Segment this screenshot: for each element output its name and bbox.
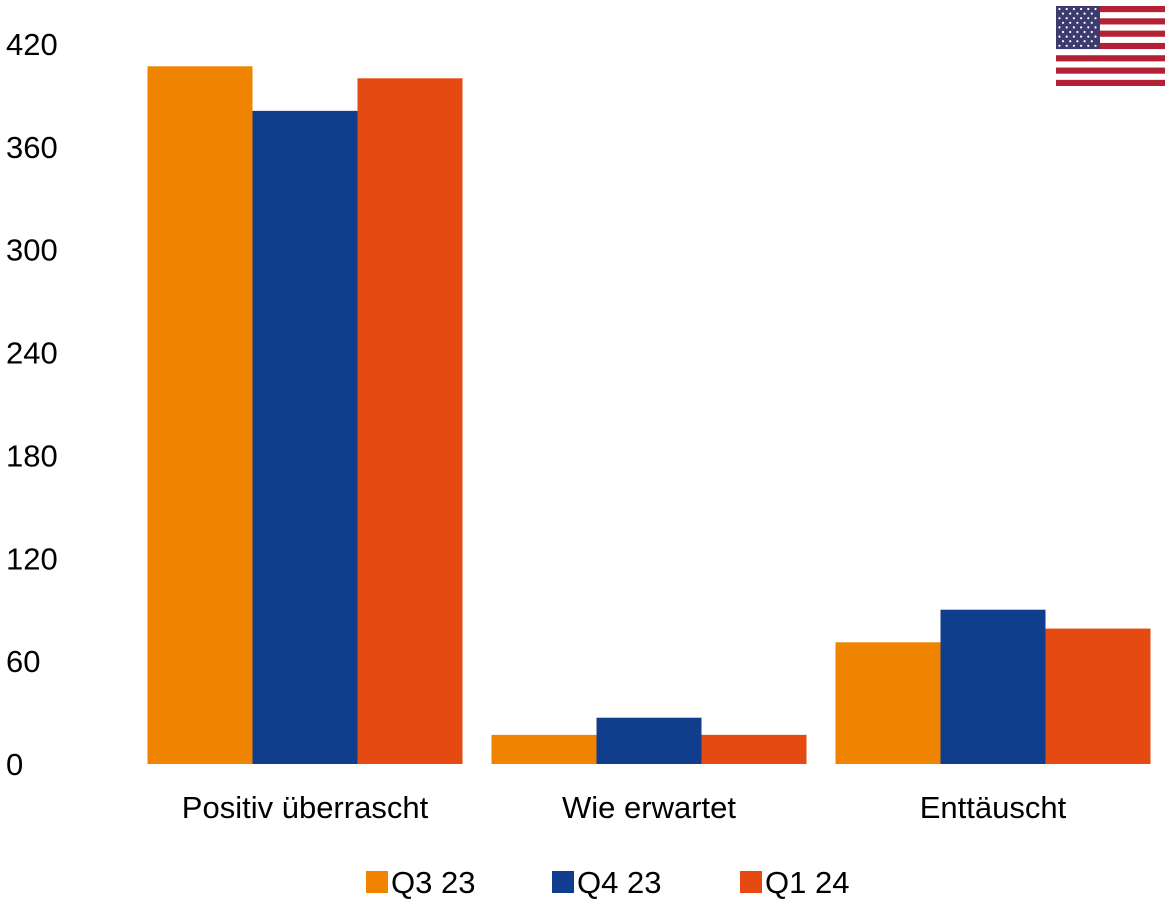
bar-q4-23-1 bbox=[596, 717, 702, 764]
legend: Q3 23 Q4 23 Q1 24 bbox=[366, 865, 849, 900]
bar-q1-24-2 bbox=[1045, 628, 1151, 764]
bar-q4-23-0 bbox=[252, 110, 358, 765]
bar-q4-23-2 bbox=[940, 609, 1046, 764]
y-axis: 0 60 120 180 240 300 360 420 bbox=[6, 27, 58, 782]
y-tick-label: 120 bbox=[6, 541, 58, 576]
bar-q3-23-1 bbox=[491, 734, 597, 764]
y-tick-label: 300 bbox=[6, 233, 58, 268]
y-tick-label: 240 bbox=[6, 336, 58, 371]
legend-swatch-q3-23 bbox=[366, 871, 388, 893]
x-category-label: Positiv überrascht bbox=[182, 790, 429, 825]
us-flag-icon bbox=[1056, 6, 1165, 86]
x-axis: Positiv überrascht Wie erwartet Enttäuscht bbox=[182, 790, 1067, 825]
bar-q1-24-1 bbox=[701, 734, 807, 764]
x-category-label: Wie erwartet bbox=[562, 790, 736, 825]
legend-label: Q1 24 bbox=[765, 865, 849, 900]
bar-q1-24-0 bbox=[357, 78, 463, 765]
y-tick-label: 60 bbox=[6, 644, 40, 679]
legend-swatch-q1-24 bbox=[740, 871, 762, 893]
legend-label: Q3 23 bbox=[391, 865, 475, 900]
y-tick-label: 0 bbox=[6, 747, 23, 782]
bar-q3-23-2 bbox=[835, 642, 941, 764]
legend-label: Q4 23 bbox=[577, 865, 661, 900]
bars bbox=[147, 66, 1151, 765]
bar-q3-23-0 bbox=[147, 66, 253, 765]
legend-swatch-q4-23 bbox=[552, 871, 574, 893]
y-tick-label: 420 bbox=[6, 27, 58, 62]
y-tick-label: 360 bbox=[6, 130, 58, 165]
y-tick-label: 180 bbox=[6, 438, 58, 473]
x-category-label: Enttäuscht bbox=[920, 790, 1067, 825]
